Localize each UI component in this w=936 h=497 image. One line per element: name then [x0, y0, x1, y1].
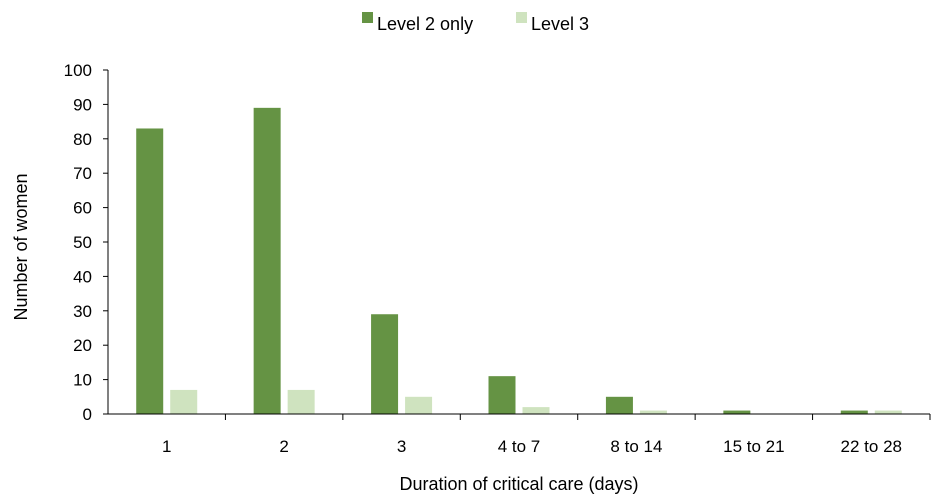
y-tick-label: 50: [73, 233, 92, 252]
y-tick-label: 40: [73, 267, 92, 286]
bar-level-2-only-4-to-7: [488, 376, 516, 414]
legend: Level 2 only Level 3: [362, 12, 589, 34]
bar-level-3-4-to-7: [522, 407, 550, 414]
bar-level-2-only-8-to-14: [605, 396, 633, 414]
x-tick-label: 4 to 7: [498, 437, 541, 456]
bar-level-2-only-1: [136, 128, 164, 415]
x-axis-ticks: 1 2 3 4 to 7 8 to 14 15 to 21 22 to 28: [162, 414, 931, 456]
x-tick-label: 22 to 28: [841, 437, 902, 456]
x-tick-label: 15 to 21: [723, 437, 784, 456]
y-tick-label: 100: [64, 61, 92, 80]
y-tick-label: 60: [73, 199, 92, 218]
y-tick-label: 80: [73, 130, 92, 149]
bars: [136, 107, 902, 415]
bar-level-3-1: [170, 389, 198, 414]
y-tick-label: 0: [83, 405, 92, 424]
y-axis-ticks: 0 10 20 30 40 50 60 70 80 90 100: [64, 61, 108, 424]
y-tick-label: 20: [73, 336, 92, 355]
legend-swatch-level-2-only: [362, 12, 373, 23]
bar-level-3-8-to-14: [639, 410, 667, 414]
y-tick-label: 90: [73, 95, 92, 114]
x-tick-label: 3: [397, 437, 406, 456]
bar-level-3-22-to-28: [874, 410, 902, 414]
legend-swatch-level-3: [516, 12, 527, 23]
bar-level-3-3: [405, 396, 433, 414]
bar-level-2-only-3: [371, 314, 399, 414]
bar-level-2-only-2: [253, 107, 281, 414]
y-tick-label: 70: [73, 164, 92, 183]
x-axis-title: Duration of critical care (days): [399, 474, 638, 494]
legend-label-level-3: Level 3: [531, 14, 589, 34]
bar-level-2-only-22-to-28: [840, 410, 868, 414]
legend-label-level-2-only: Level 2 only: [377, 14, 473, 34]
x-tick-label: 8 to 14: [610, 437, 662, 456]
bar-level-3-2: [287, 389, 315, 414]
x-tick-label: 1: [162, 437, 171, 456]
y-axis-title: Number of women: [11, 173, 31, 320]
y-tick-label: 10: [73, 371, 92, 390]
bar-level-2-only-15-to-21: [723, 410, 751, 414]
y-tick-label: 30: [73, 302, 92, 321]
x-tick-label: 2: [279, 437, 288, 456]
